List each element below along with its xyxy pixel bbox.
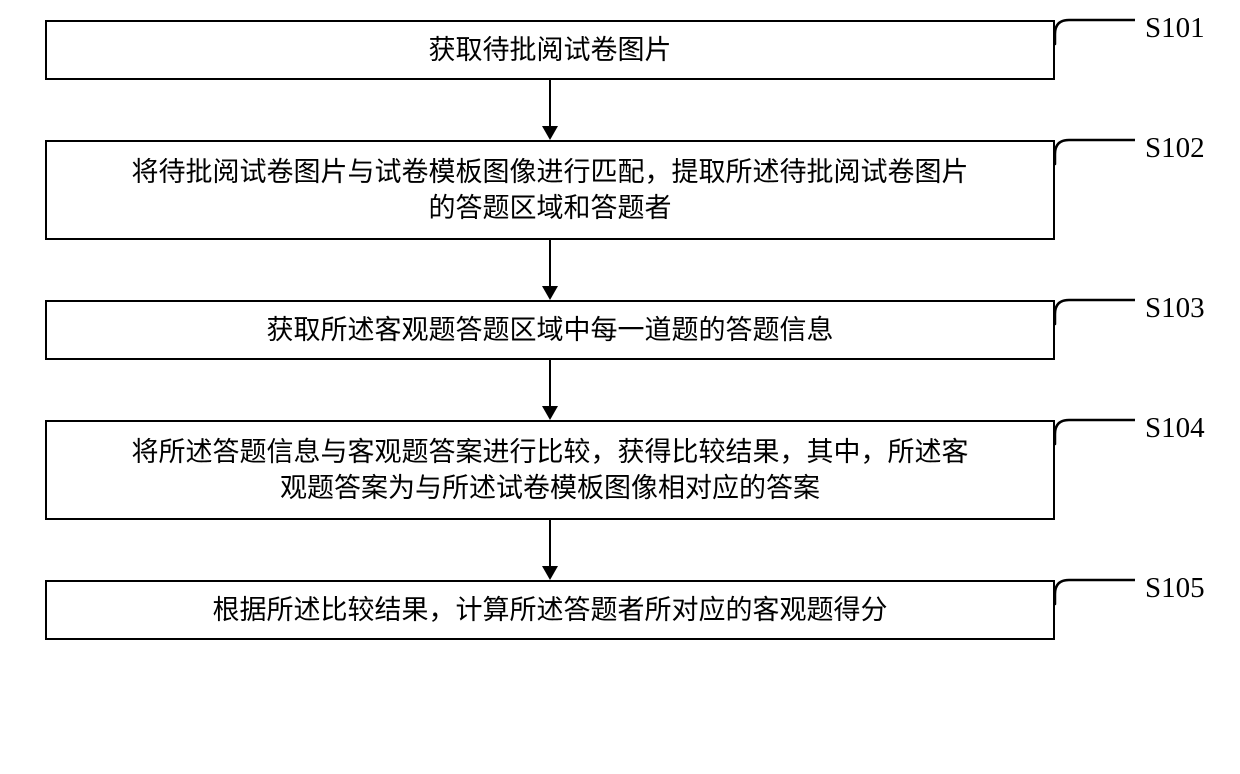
step-label-s105: S105 bbox=[1145, 572, 1205, 605]
bracket-s105 bbox=[1055, 578, 1135, 642]
bracket-s101 bbox=[1055, 18, 1135, 82]
flow-node-s102-text: 将待批阅试卷图片与试卷模板图像进行匹配，提取所述待批阅试卷图片 的答题区域和答题… bbox=[132, 154, 969, 227]
arrow-head-s104-to-s105 bbox=[542, 566, 558, 580]
flow-node-s104-text: 将所述答题信息与客观题答案进行比较，获得比较结果，其中，所述客 观题答案为与所述… bbox=[132, 434, 969, 507]
flow-node-s101: 获取待批阅试卷图片 bbox=[45, 20, 1055, 80]
flow-node-s105-text: 根据所述比较结果，计算所述答题者所对应的客观题得分 bbox=[213, 592, 888, 628]
bracket-s103 bbox=[1055, 298, 1135, 362]
flow-node-s104: 将所述答题信息与客观题答案进行比较，获得比较结果，其中，所述客 观题答案为与所述… bbox=[45, 420, 1055, 520]
flowchart-canvas: 获取待批阅试卷图片 将待批阅试卷图片与试卷模板图像进行匹配，提取所述待批阅试卷图… bbox=[0, 0, 1240, 774]
arrow-head-s103-to-s104 bbox=[542, 406, 558, 420]
step-label-s101: S101 bbox=[1145, 12, 1205, 45]
flow-node-s101-text: 获取待批阅试卷图片 bbox=[429, 32, 672, 68]
arrow-head-s101-to-s102 bbox=[542, 126, 558, 140]
arrow-s102-to-s103 bbox=[549, 240, 552, 286]
flow-node-s103: 获取所述客观题答题区域中每一道题的答题信息 bbox=[45, 300, 1055, 360]
bracket-s102 bbox=[1055, 138, 1135, 242]
step-label-s104: S104 bbox=[1145, 412, 1205, 445]
step-label-s102: S102 bbox=[1145, 132, 1205, 165]
arrow-s101-to-s102 bbox=[549, 80, 552, 126]
arrow-head-s102-to-s103 bbox=[542, 286, 558, 300]
flow-node-s105: 根据所述比较结果，计算所述答题者所对应的客观题得分 bbox=[45, 580, 1055, 640]
step-label-s103: S103 bbox=[1145, 292, 1205, 325]
bracket-s104 bbox=[1055, 418, 1135, 522]
arrow-s104-to-s105 bbox=[549, 520, 552, 566]
arrow-s103-to-s104 bbox=[549, 360, 552, 406]
flow-node-s103-text: 获取所述客观题答题区域中每一道题的答题信息 bbox=[267, 312, 834, 348]
flow-node-s102: 将待批阅试卷图片与试卷模板图像进行匹配，提取所述待批阅试卷图片 的答题区域和答题… bbox=[45, 140, 1055, 240]
